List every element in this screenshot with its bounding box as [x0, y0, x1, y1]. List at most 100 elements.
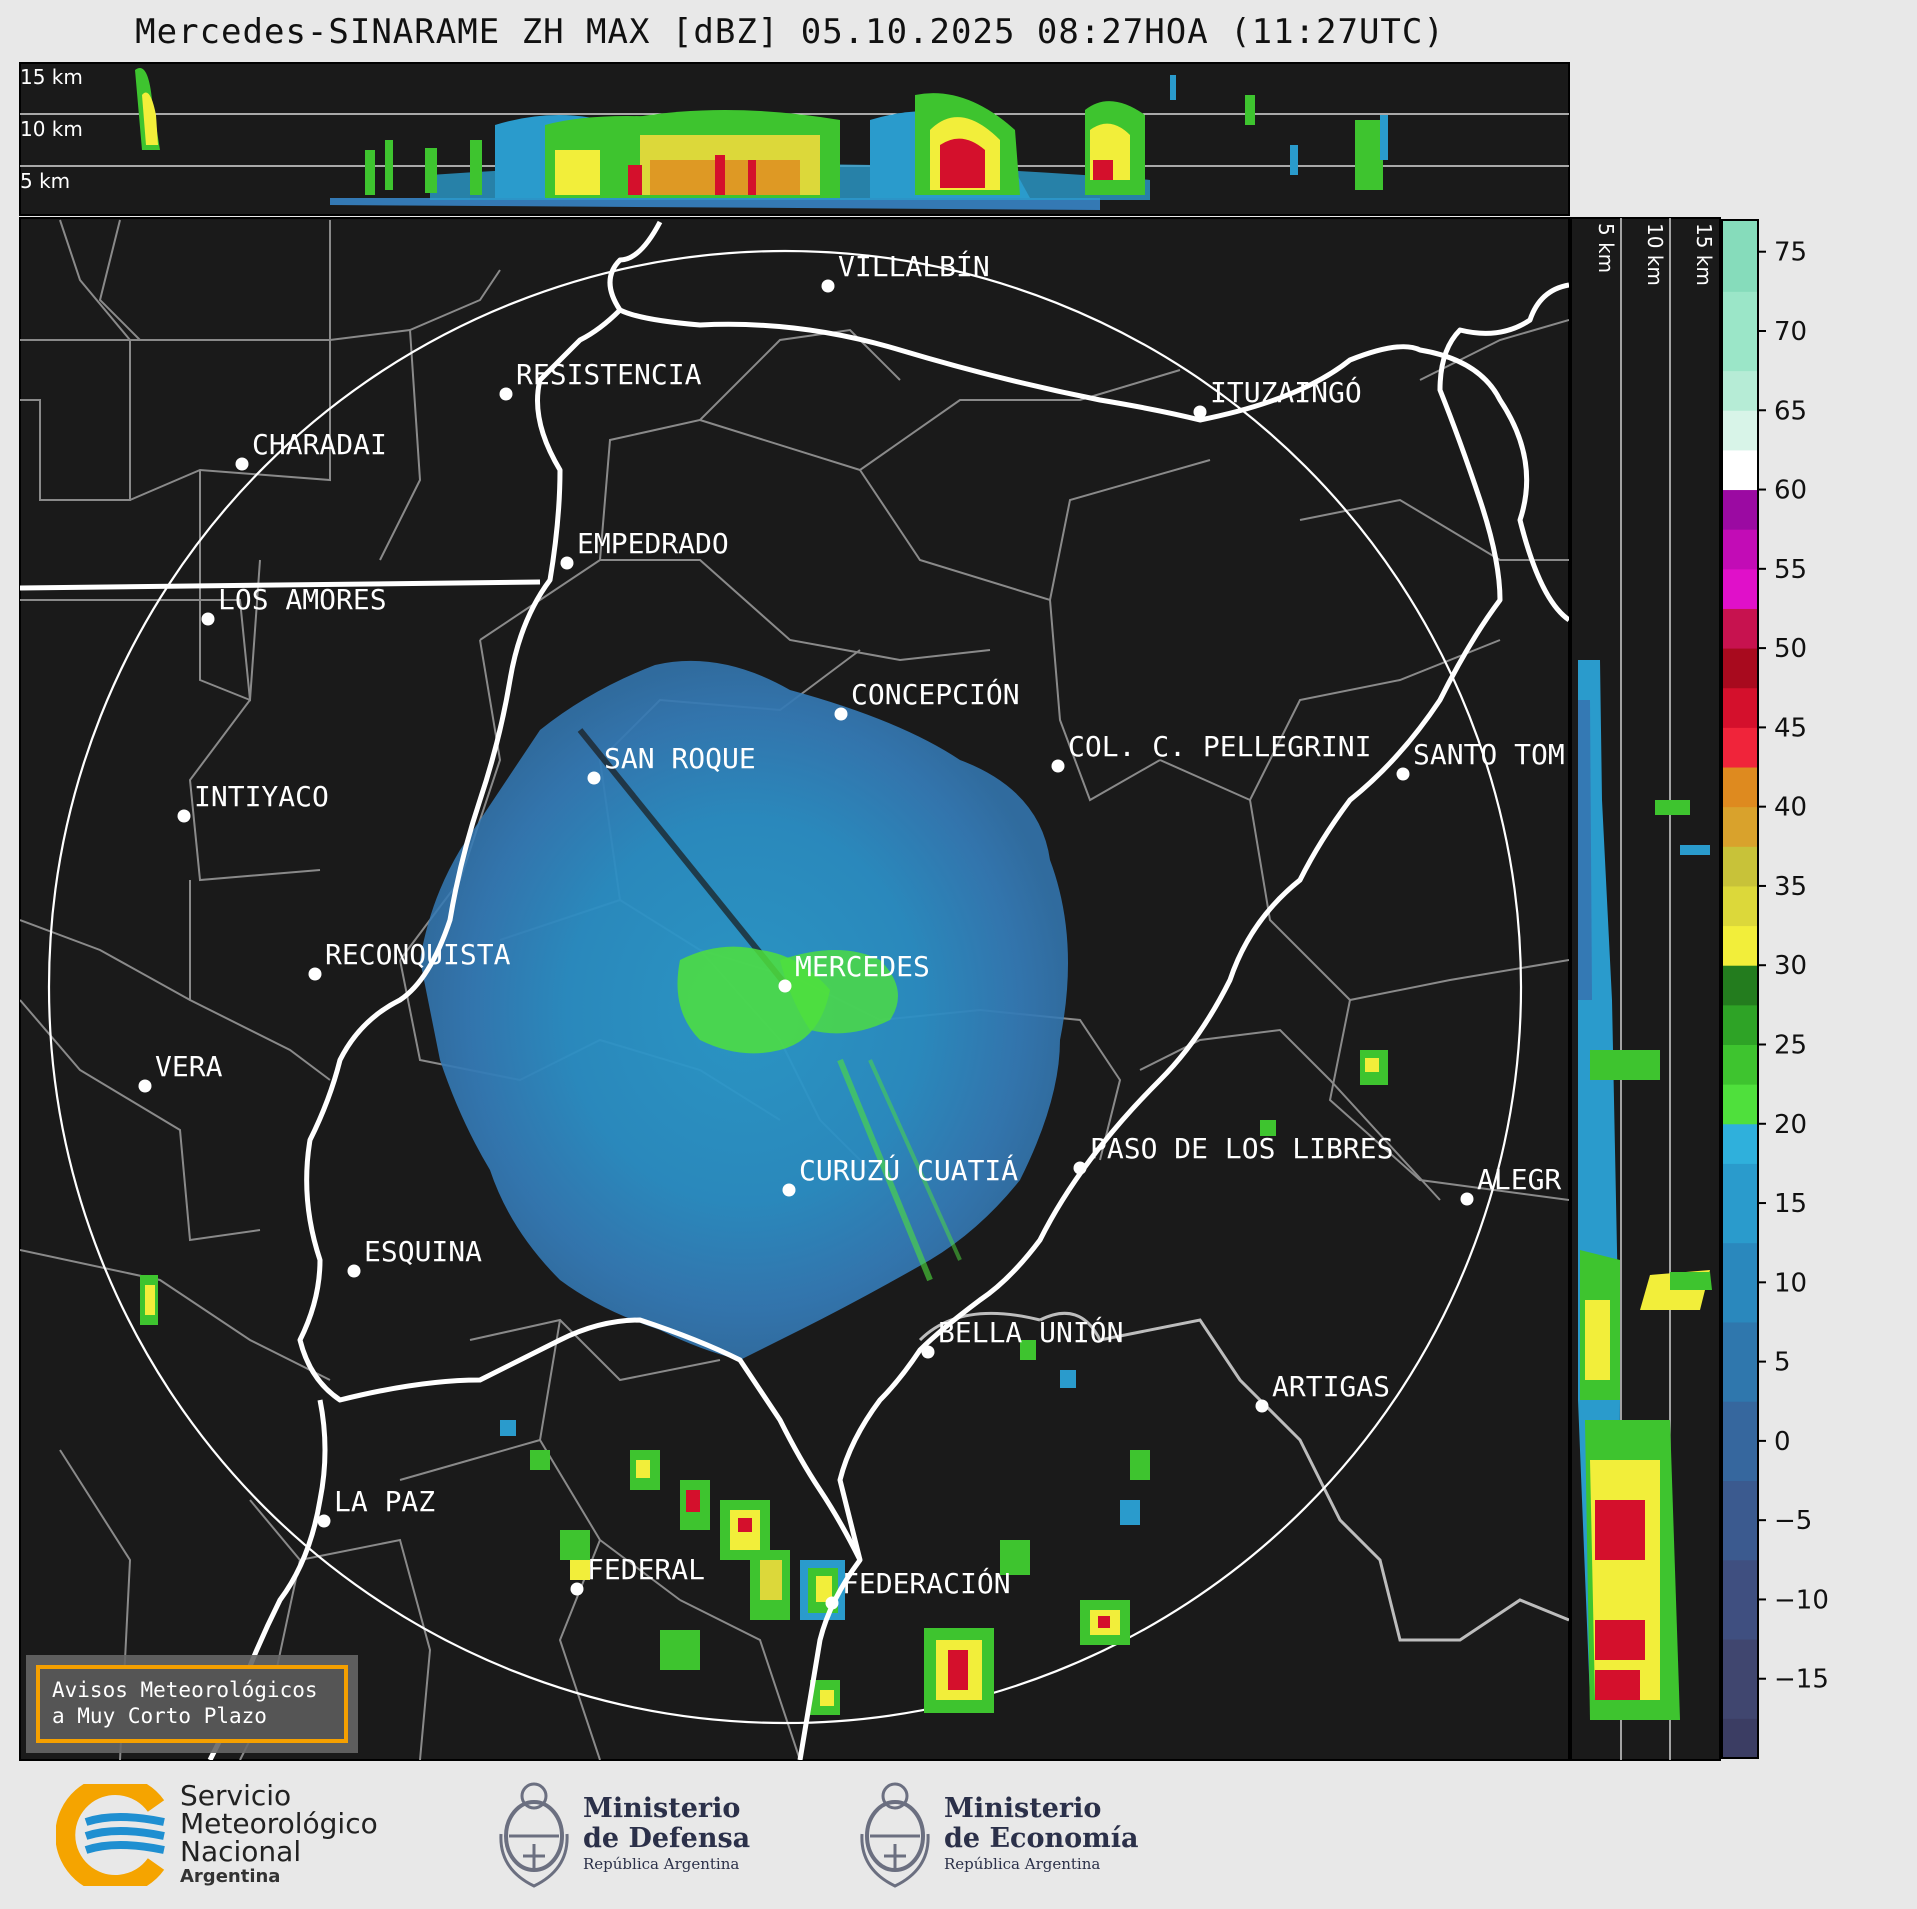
colorbar-tick-label: 40 [1774, 793, 1807, 823]
city-dot [778, 979, 792, 993]
top-level-label-10km: 10 km [20, 117, 83, 141]
country-border [1039, 1311, 1569, 1642]
profile-echo [330, 198, 1100, 210]
colorbar-tick-label: 75 [1774, 238, 1807, 268]
warning-box: Avisos Meteorológicos a Muy Corto Plazo [26, 1655, 358, 1753]
colorbar-band [1722, 648, 1758, 689]
storm-cells [140, 1050, 1388, 1715]
city-dot [347, 1264, 361, 1278]
colorbar-tick-label: 65 [1774, 396, 1807, 426]
city-label: SANTO TOM [1413, 738, 1565, 771]
colorbar-tick-label: 20 [1774, 1110, 1807, 1140]
colorbar-tick-label: 30 [1774, 951, 1807, 981]
city-dot [560, 556, 574, 570]
colorbar-band [1722, 1242, 1758, 1323]
colorbar-band [1722, 885, 1758, 927]
city-label: RESISTENCIA [516, 358, 702, 391]
city-label: ITUZAINGÓ [1210, 375, 1362, 409]
colorbar-band [1722, 220, 1758, 292]
colorbar-tick-label: 0 [1774, 1427, 1791, 1457]
city-dot [587, 771, 601, 785]
city-dot [1051, 759, 1065, 773]
colorbar-band [1722, 846, 1758, 887]
city-label: LA PAZ [334, 1485, 435, 1518]
colorbar-tick-label: 50 [1774, 634, 1807, 664]
city-dot [1396, 767, 1410, 781]
colorbar-band [1722, 568, 1758, 609]
colorbar-band [1722, 1084, 1758, 1125]
city-label: EMPEDRADO [577, 527, 729, 560]
city-dot [821, 279, 835, 293]
map-title: Mercedes-SINARAME ZH MAX [dBZ] 05.10.202… [135, 12, 1445, 52]
city-label: VILLALBÍN [838, 249, 990, 283]
colorbar-band [1722, 370, 1758, 411]
city-label: CONCEPCIÓN [851, 677, 1020, 711]
colorbar-band [1722, 1123, 1758, 1164]
colorbar-band [1722, 806, 1758, 847]
city-label: COL. C. PELLEGRINI [1068, 730, 1371, 763]
smn-line-2: Meteorológico [180, 1807, 378, 1840]
colorbar-band [1722, 925, 1758, 966]
side-profile-panel: 5 km 10 km 15 km [1570, 217, 1721, 1761]
top-profile-panel: 15 km 10 km 5 km [19, 62, 1570, 216]
colorbar-band [1722, 1480, 1758, 1561]
colorbar-tick-label: −15 [1774, 1665, 1829, 1695]
colorbar-band [1722, 529, 1758, 570]
city-label: CHARADAI [252, 428, 387, 461]
side-level-label-5km: 5 km [1594, 223, 1618, 273]
colorbar-band [1722, 767, 1758, 808]
smn-line-4: Argentina [180, 1866, 281, 1887]
side-level-label-15km: 15 km [1692, 223, 1716, 286]
colorbar-bands [1722, 220, 1758, 1759]
colorbar-band [1722, 1639, 1758, 1719]
coat-of-arms-icon [860, 1782, 930, 1888]
colorbar-band [1722, 727, 1758, 768]
city-dot [499, 387, 513, 401]
city-label: ESQUINA [364, 1235, 482, 1268]
colorbar-band [1722, 687, 1758, 728]
city-dot [921, 1345, 935, 1359]
colorbar-band [1722, 1321, 1758, 1402]
city-label: BELLA UNIÓN [938, 1315, 1123, 1349]
city-dot [1255, 1399, 1269, 1413]
colorbar-band [1722, 410, 1758, 451]
colorbar-tick-label: 25 [1774, 1030, 1807, 1060]
city-dot [570, 1582, 584, 1596]
radar-echo-area [420, 660, 1068, 1360]
city-dot [1193, 405, 1207, 419]
economia-line-2: de Economía [944, 1823, 1139, 1854]
city-label: CURUZÚ CUATIÁ [799, 1153, 1018, 1187]
colorbar-band [1722, 965, 1758, 1006]
city-label: FEDERAL [587, 1553, 705, 1586]
city-dot [1073, 1161, 1087, 1175]
colorbar-band [1722, 489, 1758, 530]
defensa-line-2: de Defensa [583, 1823, 751, 1854]
country-border [918, 1311, 1041, 1342]
top-level-label-15km: 15 km [20, 65, 83, 89]
city-label: SAN ROQUE [604, 742, 756, 775]
city-dot [308, 967, 322, 981]
economia-line-1: Ministerio [944, 1793, 1102, 1824]
colorbar-frame [1721, 219, 1759, 1759]
footer-logos: Servicio Meteorológico Nacional Argentin… [0, 1762, 1917, 1909]
side-profile-echo [1578, 660, 1712, 1720]
city-dot [201, 612, 215, 626]
city-dot [1460, 1192, 1474, 1206]
city-dot [825, 1596, 839, 1610]
radar-range-ring [47, 249, 1523, 1725]
warning-line-2: a Muy Corto Plazo [52, 1704, 267, 1728]
defensa-line-1: Ministerio [583, 1793, 741, 1824]
colorbar-tick-label: 10 [1774, 1268, 1807, 1298]
colorbar-band [1722, 1044, 1758, 1085]
colorbar-band [1722, 1163, 1758, 1244]
warning-line-1: Avisos Meteorológicos [52, 1678, 318, 1702]
colorbar-band [1722, 608, 1758, 649]
colorbar-band [1722, 1559, 1758, 1640]
city-label: LOS AMORES [218, 583, 387, 616]
coat-of-arms-icon [499, 1782, 569, 1888]
city-dot [235, 457, 249, 471]
city-label: MERCEDES [795, 950, 930, 983]
